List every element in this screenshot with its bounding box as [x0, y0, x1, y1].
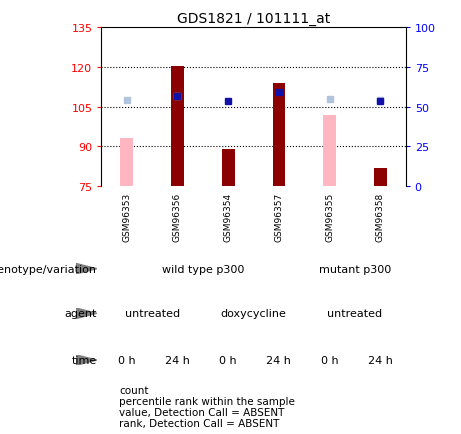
Text: percentile rank within the sample: percentile rank within the sample [119, 397, 295, 406]
Text: GSM96357: GSM96357 [274, 192, 284, 242]
Text: mutant p300: mutant p300 [319, 264, 391, 274]
Text: genotype/variation: genotype/variation [0, 264, 97, 274]
Text: GSM96356: GSM96356 [173, 192, 182, 242]
Bar [374, 168, 387, 187]
Text: value, Detection Call = ABSENT: value, Detection Call = ABSENT [119, 408, 284, 417]
Bar [120, 139, 133, 187]
Text: count: count [119, 386, 148, 395]
Text: 0 h: 0 h [321, 355, 338, 365]
Text: 0 h: 0 h [219, 355, 237, 365]
Text: time: time [71, 355, 97, 365]
Text: 24 h: 24 h [368, 355, 393, 365]
Text: agent: agent [65, 309, 97, 319]
Text: untreated: untreated [327, 309, 383, 319]
Text: GSM96355: GSM96355 [325, 192, 334, 242]
Bar [272, 84, 285, 187]
Bar [222, 150, 235, 187]
Bar [171, 66, 184, 187]
Text: 24 h: 24 h [266, 355, 291, 365]
Text: GSM96353: GSM96353 [122, 192, 131, 242]
Text: rank, Detection Call = ABSENT: rank, Detection Call = ABSENT [119, 418, 279, 428]
Text: wild type p300: wild type p300 [162, 264, 244, 274]
Polygon shape [76, 355, 97, 365]
Polygon shape [76, 264, 97, 274]
Text: 24 h: 24 h [165, 355, 190, 365]
Text: untreated: untreated [124, 309, 180, 319]
Text: GSM96358: GSM96358 [376, 192, 385, 242]
Polygon shape [76, 308, 97, 319]
Title: GDS1821 / 101111_at: GDS1821 / 101111_at [177, 12, 330, 26]
Bar [323, 115, 336, 187]
Text: doxycycline: doxycycline [221, 309, 286, 319]
Text: GSM96354: GSM96354 [224, 193, 233, 241]
Text: 0 h: 0 h [118, 355, 136, 365]
